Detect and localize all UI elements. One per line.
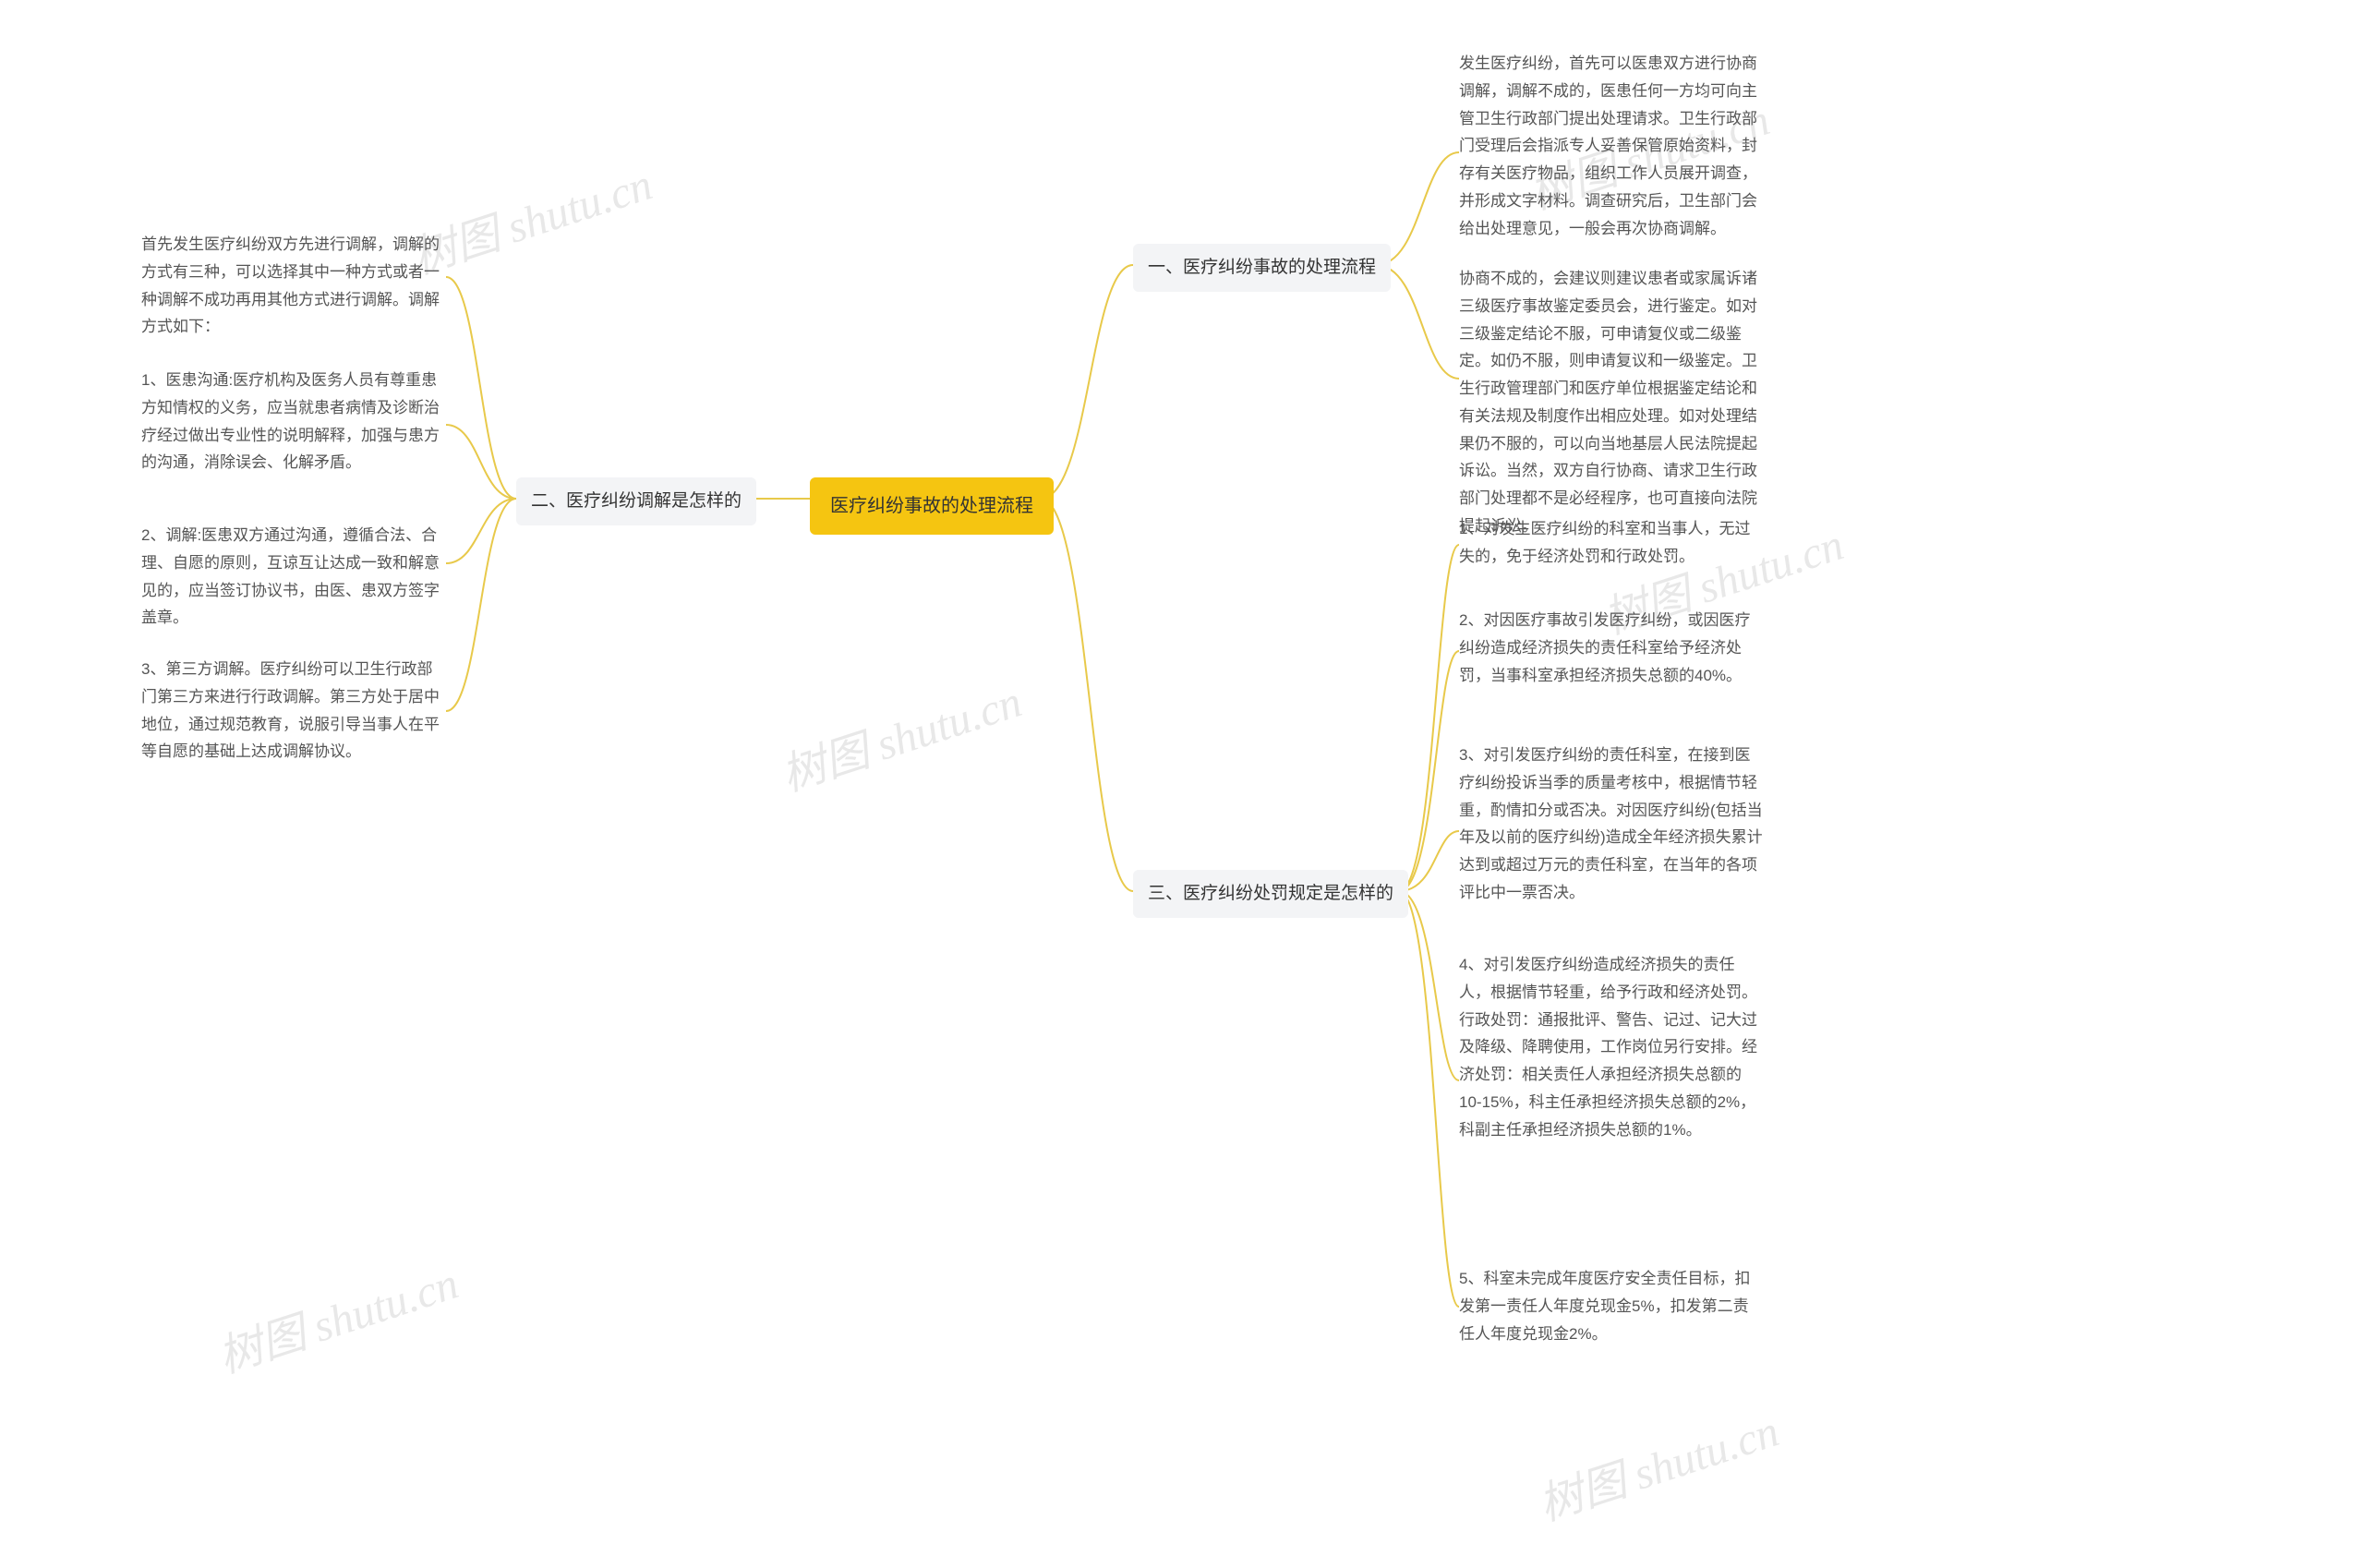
leaf-two-2: 2、调解:医患双方通过沟通，遵循合法、合理、自愿的原则，互谅互让达成一致和解意见… xyxy=(141,522,446,632)
leaf-text: 协商不成的，会建议则建议患者或家属诉诸三级医疗事故鉴定委员会，进行鉴定。如对三级… xyxy=(1459,270,1757,535)
leaf-three-1: 2、对因医疗事故引发医疗纠纷，或因医疗纠纷造成经济损失的责任科室给予经济处罚，当… xyxy=(1459,607,1764,689)
leaf-one-0: 发生医疗纠纷，首先可以医患双方进行协商调解，调解不成的，医患任何一方均可向主管卫… xyxy=(1459,50,1764,242)
leaf-three-0: 1、对发生医疗纠纷的科室和当事人，无过失的，免于经济处罚和行政处罚。 xyxy=(1459,515,1764,571)
branch-three[interactable]: 三、医疗纠纷处罚规定是怎样的 xyxy=(1133,870,1408,918)
leaf-one-1: 协商不成的，会建议则建议患者或家属诉诸三级医疗事故鉴定委员会，进行鉴定。如对三级… xyxy=(1459,265,1764,540)
watermark: 树图 shutu.cn xyxy=(1529,1394,1786,1533)
watermark: 树图 shutu.cn xyxy=(209,1247,465,1385)
leaf-text: 1、医患沟通:医疗机构及医务人员有尊重患方知情权的义务，应当就患者病情及诊断治疗… xyxy=(141,371,440,471)
leaf-text: 2、调解:医患双方通过沟通，遵循合法、合理、自愿的原则，互谅互让达成一致和解意见… xyxy=(141,526,440,626)
leaf-text: 1、对发生医疗纠纷的科室和当事人，无过失的，免于经济处罚和行政处罚。 xyxy=(1459,520,1750,565)
branch-two-label: 二、医疗纠纷调解是怎样的 xyxy=(531,491,742,511)
leaf-three-2: 3、对引发医疗纠纷的责任科室，在接到医疗纠纷投诉当季的质量考核中，根据情节轻重，… xyxy=(1459,742,1764,907)
watermark: 树图 shutu.cn xyxy=(772,665,1029,803)
leaf-text: 发生医疗纠纷，首先可以医患双方进行协商调解，调解不成的，医患任何一方均可向主管卫… xyxy=(1459,54,1757,237)
leaf-three-4: 5、科室未完成年度医疗安全责任目标，扣发第一责任人年度兑现金5%，扣发第二责任人… xyxy=(1459,1265,1764,1347)
leaf-two-0: 首先发生医疗纠纷双方先进行调解，调解的方式有三种，可以选择其中一种方式或者一种调… xyxy=(141,231,446,341)
leaf-two-1: 1、医患沟通:医疗机构及医务人员有尊重患方知情权的义务，应当就患者病情及诊断治疗… xyxy=(141,367,446,476)
mindmap-root[interactable]: 医疗纠纷事故的处理流程 xyxy=(810,477,1054,535)
branch-two[interactable]: 二、医疗纠纷调解是怎样的 xyxy=(516,477,756,525)
branch-one-label: 一、医疗纠纷事故的处理流程 xyxy=(1148,258,1376,277)
leaf-text: 2、对因医疗事故引发医疗纠纷，或因医疗纠纷造成经济损失的责任科室给予经济处罚，当… xyxy=(1459,611,1750,684)
leaf-text: 4、对引发医疗纠纷造成经济损失的责任人，根据情节轻重，给予行政和经济处罚。行政处… xyxy=(1459,956,1757,1139)
root-label: 医疗纠纷事故的处理流程 xyxy=(830,496,1033,516)
branch-one[interactable]: 一、医疗纠纷事故的处理流程 xyxy=(1133,244,1391,292)
leaf-text: 5、科室未完成年度医疗安全责任目标，扣发第一责任人年度兑现金5%，扣发第二责任人… xyxy=(1459,1270,1750,1343)
leaf-text: 首先发生医疗纠纷双方先进行调解，调解的方式有三种，可以选择其中一种方式或者一种调… xyxy=(141,235,440,335)
branch-three-label: 三、医疗纠纷处罚规定是怎样的 xyxy=(1148,884,1393,903)
leaf-text: 3、对引发医疗纠纷的责任科室，在接到医疗纠纷投诉当季的质量考核中，根据情节轻重，… xyxy=(1459,746,1763,901)
leaf-text: 3、第三方调解。医疗纠纷可以卫生行政部门第三方来进行行政调解。第三方处于居中地位… xyxy=(141,660,440,760)
leaf-three-3: 4、对引发医疗纠纷造成经济损失的责任人，根据情节轻重，给予行政和经济处罚。行政处… xyxy=(1459,951,1764,1143)
leaf-two-3: 3、第三方调解。医疗纠纷可以卫生行政部门第三方来进行行政调解。第三方处于居中地位… xyxy=(141,656,446,766)
